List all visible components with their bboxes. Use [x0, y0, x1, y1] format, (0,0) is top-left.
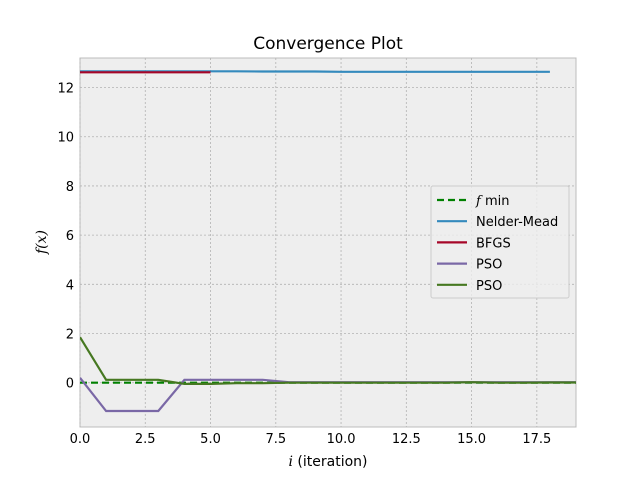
legend-label-0: f min [475, 194, 509, 209]
y-axis-label: f(x) [34, 230, 50, 255]
y-tick-label: 8 [66, 180, 74, 195]
legend-label-1: Nelder-Mead [476, 215, 558, 230]
y-tick-label: 4 [66, 278, 74, 293]
series-line-4 [80, 336, 576, 385]
legend-label-3: PSO [476, 258, 502, 273]
legend-symbol: f [475, 194, 483, 209]
x-tick-label: 0.0 [70, 432, 91, 447]
legend-box [430, 185, 570, 299]
y-tick-label: 0 [66, 377, 74, 392]
chart-title: Convergence Plot [253, 34, 403, 54]
x-tick-label: 17.5 [522, 432, 551, 447]
legend-text: min [481, 194, 510, 209]
x-tick-label: 5.0 [200, 432, 221, 447]
x-tick-label: 15.0 [457, 432, 486, 447]
y-tick-label: 6 [66, 229, 74, 244]
x-axis-symbol: i [288, 454, 292, 470]
legend: f min Nelder-Mead BFGS PSO PSO [430, 185, 570, 299]
x-tick-label: 10.0 [327, 432, 356, 447]
x-tick-label: 12.5 [392, 432, 421, 447]
x-tick-label: 2.5 [135, 432, 156, 447]
x-axis-text: (iteration) [297, 454, 367, 470]
y-tick-label: 10 [57, 131, 74, 146]
x-tick-label: 7.5 [265, 432, 286, 447]
series-layer [80, 70, 576, 413]
legend-label-2: BFGS [476, 236, 511, 251]
y-tick-label: 2 [66, 328, 74, 343]
legend-label-4: PSO [476, 279, 502, 294]
x-axis-label: i (iteration) [288, 454, 367, 470]
y-tick-label: 12 [57, 82, 74, 97]
axis-ticks: 0.0 2.5 5.0 7.5 10.0 12.5 15.0 17.5 0 2 4 6 8 10 12 [57, 82, 551, 447]
